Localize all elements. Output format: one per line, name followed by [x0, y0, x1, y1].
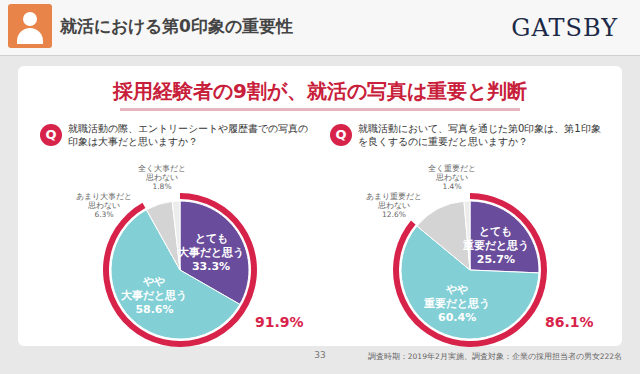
svg-text:あまり大事だと思わない6.3%: あまり大事だと思わない6.3% [76, 192, 132, 219]
html-text:91.9%: 91.9% [255, 314, 304, 330]
svg-text:全く重要だと思わない1.4%: 全く重要だと思わない1.4% [428, 164, 476, 191]
html-text:GATSBY: GATSBY [511, 14, 618, 42]
html-text:33: 33 [314, 350, 326, 360]
html-text:就職活動の際、エントリーシートや履歴書での写真の印象は大事だ: 就職活動の際、エントリーシートや履歴書での写真の印象は大事だと思いますか？ [68, 123, 308, 147]
html-text:採用経験者の9割が、就活の写真は重要と判断: 採用経験者の9割が、就活の写真は重要と判断 [113, 79, 527, 103]
html-text:就活における第0印象の重要性: 就活における第0印象の重要性 [60, 16, 293, 36]
html-text:Q: Q [335, 127, 347, 142]
html-text:86.1%: 86.1% [545, 314, 594, 330]
svg-text:やや重要だと思う60.4%: やや重要だと思う60.4% [423, 283, 490, 324]
svg-text:あまり重要だと思わない12.6%: あまり重要だと思わない12.6% [366, 192, 422, 219]
svg-text:とても重要だと思う25.7%: とても重要だと思う25.7% [462, 225, 529, 266]
html-text:Q: Q [45, 127, 57, 142]
html-text:就職活動において、写真を通じた第0印象は、第1印象を良くする: 就職活動において、写真を通じた第0印象は、第1印象を良くするのに重要だと思います… [358, 123, 601, 147]
svg-text:とても大事だと思う33.3%: とても大事だと思う33.3% [178, 232, 244, 273]
html-text:調査時期：2019年2月実施、調査対象：企業の採用担当者の男: 調査時期：2019年2月実施、調査対象：企業の採用担当者の男女222名 [367, 352, 622, 361]
svg-text:全く大事だと思わない1.8%: 全く大事だと思わない1.8% [138, 164, 186, 191]
svg-text:やや大事だと思う58.6%: やや大事だと思う58.6% [121, 275, 187, 316]
